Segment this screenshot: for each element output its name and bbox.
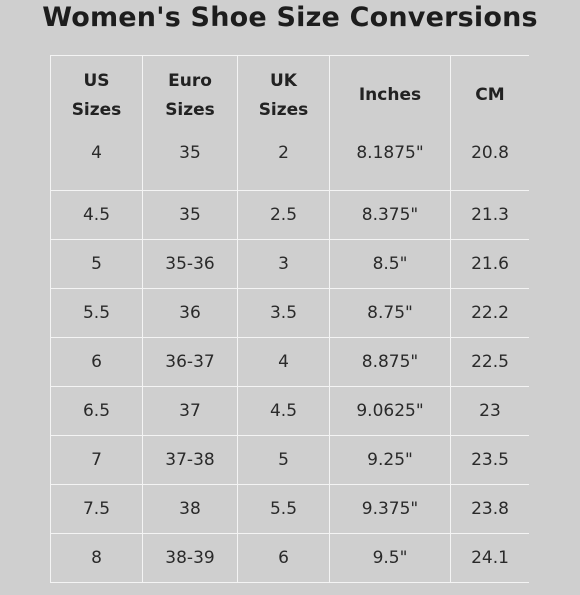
table-row: 5 35-36 3 8.5" 21.6 <box>50 238 529 289</box>
cell-uk-size: 5.5 <box>237 483 330 534</box>
size-conversion-table: US Sizes Euro Sizes UK Sizes Inches CM <box>50 55 529 595</box>
cell-cm: 21.3 <box>450 189 529 240</box>
cell-uk-size: 5 <box>237 434 330 485</box>
table-row: 6.5 37 4.5 9.0625" 23 <box>50 385 529 436</box>
table-row: 7 37-38 5 9.25" 23.5 <box>50 434 529 485</box>
cell-euro-size: 36 <box>142 287 238 338</box>
cell-us-size: 6.5 <box>50 385 143 436</box>
cell-cm: 23.8 <box>450 483 529 534</box>
cell-cm: 23 <box>450 385 529 436</box>
cell-euro-size: 35 <box>142 189 238 240</box>
table-row: 4.5 35 2.5 8.375" 21.3 <box>50 189 529 240</box>
cell-inches: 9.0625" <box>329 385 451 436</box>
cell-euro-size: 35 <box>142 135 238 191</box>
header-euro-sizes: Euro Sizes <box>142 55 238 136</box>
table-row: 4 35 2 8.1875" 20.8 <box>50 135 529 191</box>
cell-cm: 20.8 <box>450 135 529 191</box>
cell-inches: 8.375" <box>329 189 451 240</box>
table-header-row: US Sizes Euro Sizes UK Sizes Inches CM <box>50 55 529 136</box>
cell-us-size: 5.5 <box>50 287 143 338</box>
cell-euro-size: 37-38 <box>142 434 238 485</box>
cell-inches: 9.5" <box>329 532 451 583</box>
cell-uk-size: 4 <box>237 336 330 387</box>
cell-euro-size: 35-36 <box>142 238 238 289</box>
cell-euro-size: 36-37 <box>142 336 238 387</box>
header-inches: Inches <box>329 55 451 136</box>
cell-uk-size: 3 <box>237 238 330 289</box>
cell-cm: 22.5 <box>450 336 529 387</box>
cell-cm: 21.6 <box>450 238 529 289</box>
cell-inches: 8.1875" <box>329 135 451 191</box>
cell-uk-size: 3.5 <box>237 287 330 338</box>
cell-cm: 22.2 <box>450 287 529 338</box>
cell-us-size: 7 <box>50 434 143 485</box>
cell-us-size: 5 <box>50 238 143 289</box>
cell-uk-size: 2 <box>237 135 330 191</box>
cell-us-size: 6 <box>50 336 143 387</box>
cell-cm: 24.1 <box>450 532 529 583</box>
table-row: 5.5 36 3.5 8.75" 22.2 <box>50 287 529 338</box>
header-uk-sizes: UK Sizes <box>237 55 330 136</box>
cell-uk-size: 2.5 <box>237 189 330 240</box>
page-title: Women's Shoe Size Conversions <box>42 2 538 33</box>
table-row: 8 38-39 6 9.5" 24.1 <box>50 532 529 583</box>
cell-us-size: 7.5 <box>50 483 143 534</box>
cell-cm: 23.5 <box>450 434 529 485</box>
header-cm: CM <box>450 55 529 136</box>
cell-uk-size: 6 <box>237 532 330 583</box>
cell-inches: 8.5" <box>329 238 451 289</box>
cell-us-size: 4 <box>50 135 143 191</box>
header-us-sizes: US Sizes <box>50 55 143 136</box>
cell-inches: 9.25" <box>329 434 451 485</box>
cell-us-size: 4.5 <box>50 189 143 240</box>
cell-us-size: 8 <box>50 532 143 583</box>
cell-euro-size: 38-39 <box>142 532 238 583</box>
cell-inches: 9.375" <box>329 483 451 534</box>
cell-inches: 8.75" <box>329 287 451 338</box>
cell-inches: 8.875" <box>329 336 451 387</box>
table-row: 6 36-37 4 8.875" 22.5 <box>50 336 529 387</box>
table-row: 7.5 38 5.5 9.375" 23.8 <box>50 483 529 534</box>
cell-euro-size: 37 <box>142 385 238 436</box>
cell-uk-size: 4.5 <box>237 385 330 436</box>
cell-euro-size: 38 <box>142 483 238 534</box>
